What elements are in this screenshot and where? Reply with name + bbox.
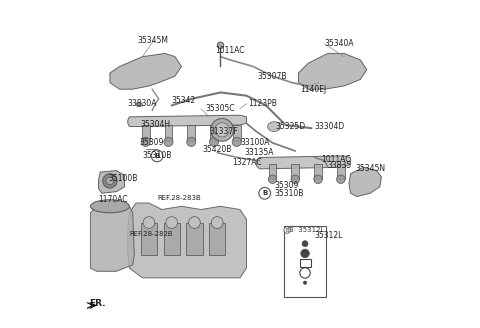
Circle shape (336, 175, 345, 183)
Text: 1011AC: 1011AC (216, 46, 245, 55)
Text: 35420B: 35420B (203, 145, 232, 154)
Circle shape (302, 241, 308, 247)
Polygon shape (98, 171, 124, 193)
Circle shape (143, 217, 155, 228)
Circle shape (164, 137, 173, 146)
Circle shape (314, 175, 322, 183)
Text: 35340A: 35340A (324, 39, 354, 48)
Text: 35305C: 35305C (206, 104, 236, 113)
Text: B: B (285, 228, 289, 233)
Circle shape (301, 249, 309, 258)
Polygon shape (349, 167, 382, 196)
Circle shape (259, 187, 271, 199)
Text: 33830A: 33830A (128, 99, 157, 108)
Text: 33135A: 33135A (245, 148, 275, 157)
Polygon shape (256, 156, 350, 169)
Text: B: B (155, 153, 160, 159)
Text: 35304H: 35304H (141, 120, 171, 130)
Text: B  35312L: B 35312L (289, 227, 324, 233)
Polygon shape (299, 53, 367, 89)
Circle shape (232, 137, 241, 146)
Circle shape (284, 227, 290, 233)
Text: 35310B: 35310B (274, 190, 303, 198)
Text: 1140EJ: 1140EJ (300, 85, 326, 94)
Text: 33100A: 33100A (240, 138, 269, 147)
Bar (142, 125, 150, 141)
Bar (314, 164, 322, 179)
Text: 35345M: 35345M (138, 36, 168, 45)
Text: 35312L: 35312L (315, 231, 343, 240)
Text: 33835: 33835 (328, 161, 352, 170)
Text: 1123PB: 1123PB (248, 99, 277, 108)
Text: 35309: 35309 (139, 138, 164, 147)
Text: 35342: 35342 (172, 96, 196, 105)
Polygon shape (128, 203, 247, 278)
Text: 35307B: 35307B (258, 72, 288, 81)
Circle shape (303, 281, 307, 284)
Circle shape (106, 177, 114, 185)
Text: 1170AC: 1170AC (98, 195, 128, 204)
Circle shape (151, 150, 163, 162)
Text: 1327AC: 1327AC (232, 158, 262, 167)
Text: 35309: 35309 (274, 181, 299, 190)
Text: 35345N: 35345N (356, 164, 385, 174)
Bar (269, 164, 276, 179)
Circle shape (211, 217, 223, 228)
Circle shape (211, 118, 233, 141)
Text: FR.: FR. (89, 299, 105, 308)
Bar (186, 222, 203, 255)
Circle shape (215, 123, 229, 137)
Ellipse shape (90, 200, 130, 213)
Ellipse shape (268, 122, 281, 132)
Bar (233, 125, 240, 141)
Circle shape (291, 175, 300, 183)
Text: 1011AC: 1011AC (321, 154, 351, 164)
Bar (337, 164, 345, 179)
Circle shape (209, 137, 218, 146)
FancyBboxPatch shape (284, 226, 326, 297)
Ellipse shape (136, 102, 143, 107)
Bar (291, 164, 299, 179)
Bar (164, 222, 180, 255)
Polygon shape (110, 53, 181, 89)
Text: REF.28-282B: REF.28-282B (130, 231, 173, 237)
Text: 35310B: 35310B (143, 151, 172, 160)
Circle shape (166, 217, 178, 228)
Bar (209, 222, 226, 255)
Polygon shape (90, 206, 134, 271)
Text: 33304D: 33304D (315, 122, 345, 131)
Circle shape (268, 175, 277, 183)
Bar (210, 125, 218, 141)
Circle shape (217, 42, 224, 49)
Text: 35100B: 35100B (108, 174, 138, 183)
Circle shape (189, 217, 200, 228)
Text: 35325D: 35325D (276, 122, 306, 131)
Bar (187, 125, 195, 141)
Circle shape (187, 137, 196, 146)
Bar (165, 125, 172, 141)
Bar (141, 222, 157, 255)
Text: REF.28-283B: REF.28-283B (157, 195, 201, 201)
Text: 31337F: 31337F (209, 127, 238, 136)
Polygon shape (128, 115, 247, 127)
Text: B: B (262, 190, 267, 196)
Bar (300, 259, 311, 267)
Circle shape (103, 174, 117, 188)
Circle shape (141, 137, 150, 146)
